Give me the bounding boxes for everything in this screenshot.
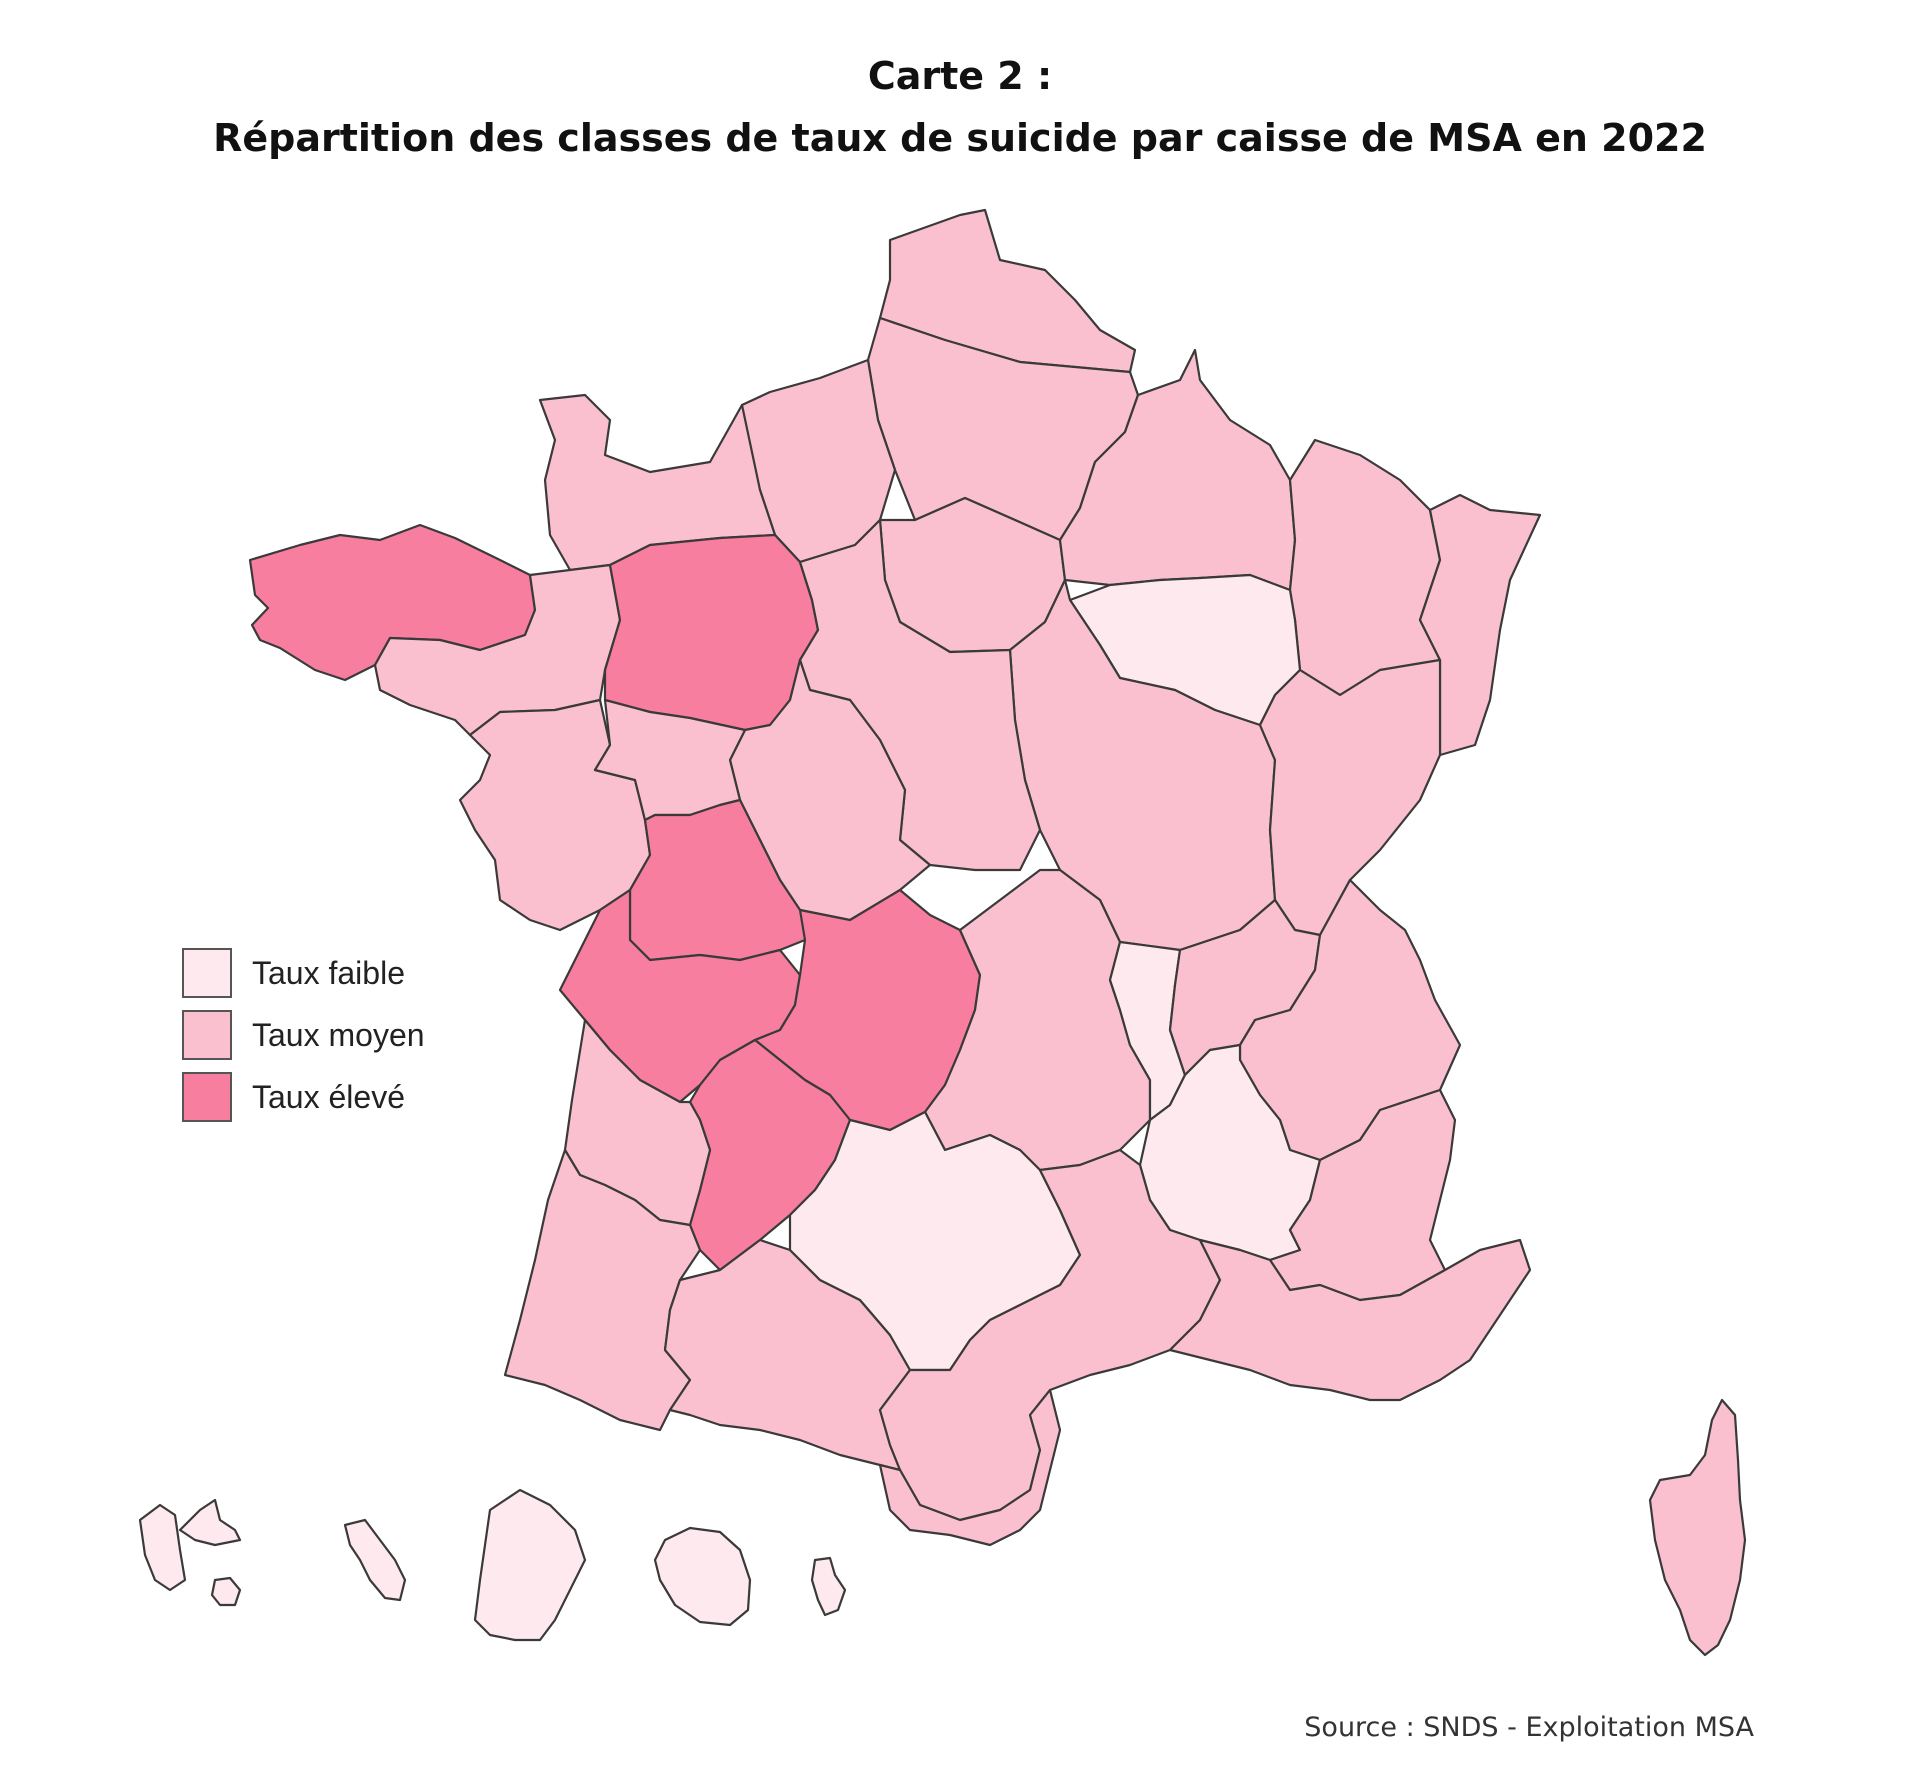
- region-guadeloupe[interactable]: [138, 1498, 242, 1592]
- source-note: Source : SNDS - Exploitation MSA: [1304, 1712, 1754, 1743]
- map-title-line1: Carte 2 :: [867, 54, 1053, 98]
- legend-swatch-faible: [182, 948, 232, 998]
- map-title-line2: Répartition des classes de taux de suici…: [213, 116, 1707, 160]
- region-martinique[interactable]: [343, 1518, 407, 1602]
- legend-swatch-moyen: [182, 1010, 232, 1060]
- region-franche-comte[interactable]: [1258, 658, 1442, 937]
- region-alsace[interactable]: [1418, 493, 1542, 757]
- legend-item-moyen: Taux moyen: [182, 1008, 425, 1062]
- region-mayenne-orne-sarthe[interactable]: [603, 533, 820, 732]
- legend-swatch-eleve: [182, 1072, 232, 1122]
- region-la-reunion[interactable]: [653, 1526, 752, 1627]
- legend-item-faible: Taux faible: [182, 946, 405, 1000]
- legend-label-eleve: Taux élevé: [252, 1078, 405, 1115]
- region-provence-azur[interactable]: [1168, 1238, 1532, 1402]
- region-guadeloupe-island[interactable]: [210, 1576, 242, 1607]
- legend-item-eleve: Taux élevé: [182, 1070, 405, 1124]
- region-lorraine[interactable]: [1288, 438, 1442, 697]
- region-guyane[interactable]: [473, 1488, 587, 1642]
- region-corse[interactable]: [1648, 1398, 1747, 1657]
- legend-label-faible: Taux faible: [252, 954, 405, 991]
- legend-label-moyen: Taux moyen: [252, 1016, 425, 1053]
- region-mayotte[interactable]: [810, 1556, 847, 1617]
- region-grand-sud[interactable]: [878, 1388, 1062, 1547]
